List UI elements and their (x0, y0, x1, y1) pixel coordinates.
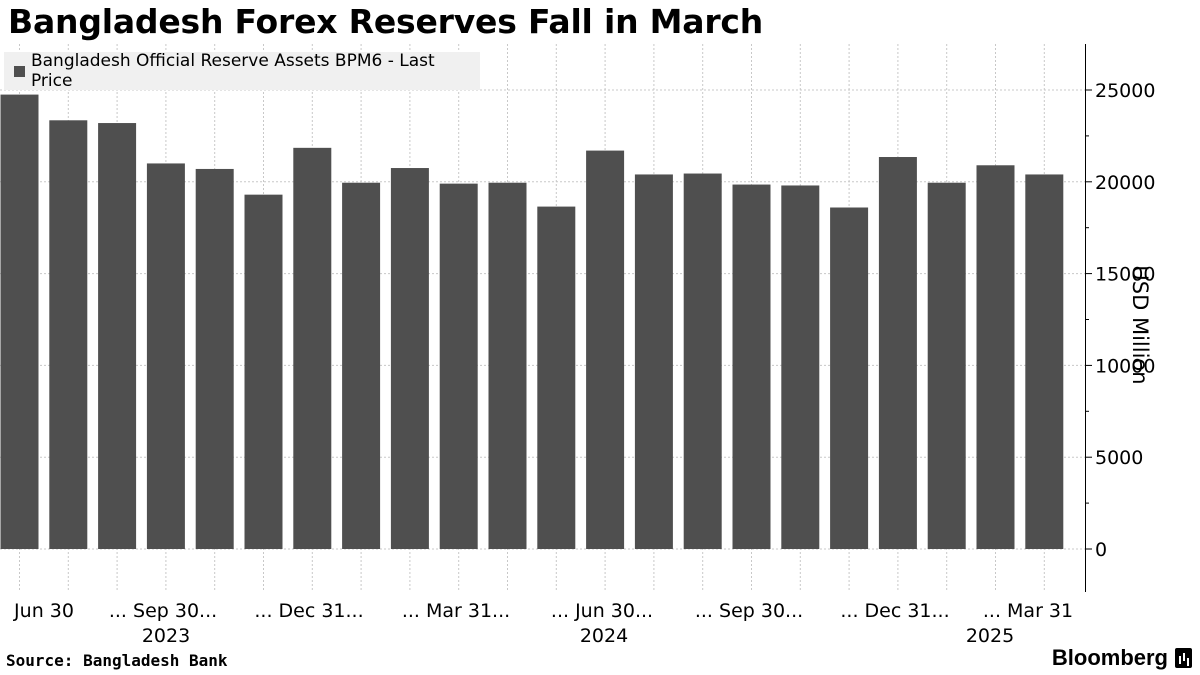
bloomberg-logo: Bloomberg (1052, 645, 1192, 671)
bar (927, 182, 966, 549)
source-note: Source: Bangladesh Bank (6, 651, 228, 670)
bloomberg-chart-icon (1175, 648, 1192, 668)
x-tick-label: ... Sep 30... (109, 600, 217, 622)
legend-swatch (14, 65, 25, 77)
y-tick-label: 0 (1095, 539, 1107, 561)
bar (146, 163, 185, 549)
bar (293, 147, 332, 550)
y-tick-label: 5000 (1095, 447, 1143, 469)
x-tick-label: ... Mar 31 (983, 600, 1073, 622)
bar (586, 150, 625, 549)
bar (830, 207, 869, 549)
legend: Bangladesh Official Reserve Assets BPM6 … (4, 51, 480, 91)
y-tick-label: 20000 (1095, 172, 1155, 194)
x-tick-label: ... Dec 31... (840, 600, 949, 622)
x-year-label: 2025 (966, 625, 1014, 647)
x-year-label: 2024 (580, 625, 628, 647)
bar (488, 182, 527, 549)
brand-name: Bloomberg (1051, 645, 1168, 670)
legend-label: Bangladesh Official Reserve Assets BPM6 … (30, 51, 435, 91)
bar (49, 120, 88, 549)
bar (781, 185, 820, 550)
bar (98, 123, 137, 549)
x-tick-label: ... Sep 30... (695, 600, 803, 622)
y-axis-label: USD Million (1128, 265, 1152, 385)
bar (1025, 174, 1064, 549)
bar (976, 165, 1015, 549)
bar (634, 174, 673, 549)
y-tick-label: 25000 (1095, 80, 1155, 102)
bar (342, 182, 381, 549)
bar (390, 168, 429, 549)
bar (683, 173, 722, 549)
x-tick-label: ... Jun 30... (551, 600, 653, 622)
chart-title: Bangladesh Forex Reserves Fall in March (8, 2, 764, 41)
bar (195, 168, 234, 549)
bar (0, 94, 39, 549)
x-year-label: 2023 (142, 625, 190, 647)
x-tick-label: ... Mar 31... (402, 600, 510, 622)
bar (439, 183, 478, 550)
bar (732, 184, 771, 549)
bar (878, 157, 917, 549)
bar (537, 206, 576, 549)
y-tick-label: 10000 (1095, 355, 1155, 377)
x-tick-label: Jun 30 (13, 600, 74, 622)
y-tick-label: 15000 (1095, 264, 1155, 286)
bar (244, 194, 283, 550)
x-tick-label: ... Dec 31... (254, 600, 363, 622)
